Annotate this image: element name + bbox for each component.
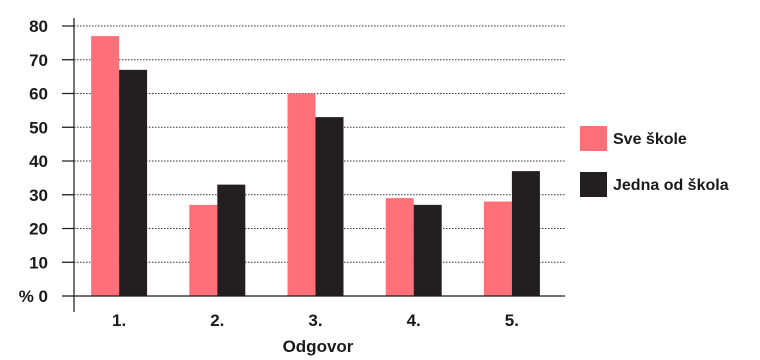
x-tick-labels: 1. 2. 3. 4. 5. xyxy=(112,311,519,330)
legend-label-series1: Sve škole xyxy=(613,131,687,148)
y-tick-label: 80 xyxy=(29,17,48,36)
legend-swatch-series2 xyxy=(580,172,607,197)
y-tick-label: 70 xyxy=(29,51,48,70)
legend-swatch-series1 xyxy=(580,126,607,151)
bar-series2-cat5 xyxy=(511,171,540,296)
y-tick-label: 50 xyxy=(29,118,48,137)
y-tick-label: 40 xyxy=(29,152,48,171)
x-tick-label: 2. xyxy=(210,311,224,330)
bar-series1-cat3 xyxy=(287,93,316,296)
bar-series2-cat3 xyxy=(315,117,344,296)
bar-series1-cat1 xyxy=(91,36,120,296)
y-tick-label: 10 xyxy=(29,253,48,272)
y-tick-label: 60 xyxy=(29,85,48,104)
bar-series2-cat1 xyxy=(119,69,148,296)
x-tick-label: 3. xyxy=(308,311,322,330)
legend-label-series2: Jedna od škola xyxy=(613,177,729,194)
bar-series1-cat5 xyxy=(483,201,512,296)
bar-series1-cat4 xyxy=(385,198,414,296)
legend: Sve škole Jedna od škola xyxy=(580,126,729,197)
bar-series1-cat2 xyxy=(189,204,218,296)
y-tick-label: 30 xyxy=(29,186,48,205)
x-axis-title: Odgovor xyxy=(283,337,354,356)
x-tick-label: 5. xyxy=(505,311,519,330)
axes xyxy=(62,18,565,312)
gridlines xyxy=(62,25,565,263)
bars xyxy=(91,36,540,296)
x-tick-label: 1. xyxy=(112,311,126,330)
y-tick-label: % 0 xyxy=(19,287,48,306)
y-tick-label: 20 xyxy=(29,220,48,239)
bar-series2-cat2 xyxy=(217,184,246,296)
x-tick-label: 4. xyxy=(407,311,421,330)
bar-series2-cat4 xyxy=(413,204,442,296)
y-tick-labels: % 0 10 20 30 40 50 60 70 80 xyxy=(19,17,48,306)
